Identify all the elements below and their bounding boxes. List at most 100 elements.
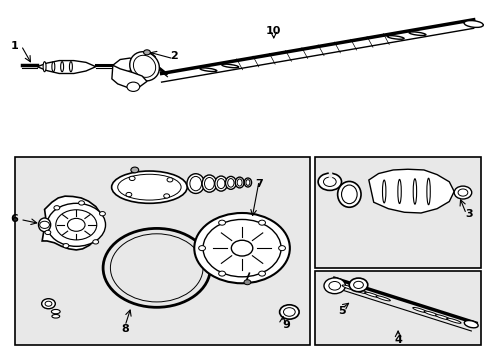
Polygon shape [368,169,453,213]
Ellipse shape [386,36,403,39]
Ellipse shape [222,64,238,68]
Ellipse shape [463,320,477,328]
Polygon shape [112,65,147,87]
Circle shape [131,167,139,173]
Circle shape [127,82,140,91]
Ellipse shape [463,21,482,27]
Bar [315,271,480,345]
Ellipse shape [227,179,234,187]
Circle shape [79,201,84,205]
Ellipse shape [217,179,224,189]
Ellipse shape [235,177,244,188]
Ellipse shape [412,307,426,312]
Ellipse shape [202,175,216,192]
Circle shape [453,186,471,199]
Circle shape [93,240,99,244]
Circle shape [126,192,132,197]
Ellipse shape [118,174,181,200]
Ellipse shape [382,180,385,203]
Ellipse shape [69,62,72,72]
Ellipse shape [375,296,389,301]
Circle shape [67,219,85,231]
Text: 7: 7 [255,179,263,189]
Text: 10: 10 [265,26,281,36]
Circle shape [194,213,289,283]
Circle shape [163,194,169,198]
Ellipse shape [225,176,236,189]
Circle shape [283,308,295,316]
Ellipse shape [434,315,449,320]
Ellipse shape [52,62,55,72]
Ellipse shape [129,52,159,81]
Circle shape [45,301,52,306]
Circle shape [318,173,341,190]
Ellipse shape [204,177,214,190]
Text: 5: 5 [338,306,345,316]
Ellipse shape [423,311,438,316]
Ellipse shape [408,32,425,36]
Ellipse shape [186,174,204,193]
Circle shape [47,203,105,246]
Circle shape [40,221,49,228]
Ellipse shape [39,218,51,231]
Ellipse shape [446,318,460,323]
Circle shape [279,305,299,319]
Circle shape [353,281,363,288]
Circle shape [54,206,60,210]
Ellipse shape [189,176,201,191]
Ellipse shape [133,55,155,77]
Ellipse shape [412,179,416,204]
Ellipse shape [61,62,63,72]
Polygon shape [37,60,96,73]
Circle shape [258,220,265,225]
Text: 4: 4 [393,334,401,345]
Text: 2: 2 [169,51,177,61]
Circle shape [45,230,51,235]
Text: 9: 9 [282,320,289,330]
Circle shape [324,278,345,294]
Ellipse shape [337,181,360,207]
Ellipse shape [43,62,46,72]
Ellipse shape [237,179,242,186]
Circle shape [323,177,335,186]
Circle shape [258,271,265,276]
Ellipse shape [341,185,356,204]
Ellipse shape [341,285,356,290]
Bar [15,157,310,345]
Circle shape [56,210,97,240]
Ellipse shape [244,178,251,187]
Ellipse shape [426,178,429,205]
Ellipse shape [397,179,401,203]
Text: 8: 8 [121,324,129,334]
Ellipse shape [353,289,367,294]
Circle shape [100,212,105,216]
Polygon shape [113,58,137,72]
Ellipse shape [214,176,227,191]
Circle shape [129,176,135,180]
Circle shape [328,282,340,290]
Circle shape [198,246,205,251]
Ellipse shape [245,180,249,185]
Circle shape [231,240,252,256]
Circle shape [167,177,173,182]
Circle shape [218,220,225,225]
Circle shape [203,220,281,277]
Polygon shape [42,196,102,250]
Circle shape [143,50,150,55]
Ellipse shape [111,171,187,203]
Bar [315,157,480,268]
Text: 3: 3 [464,209,471,219]
Circle shape [457,189,467,196]
Circle shape [278,246,285,251]
Text: 1: 1 [10,41,18,50]
Ellipse shape [52,315,60,318]
Ellipse shape [200,68,216,72]
Circle shape [218,271,225,276]
Circle shape [63,244,69,248]
Ellipse shape [51,310,60,314]
Ellipse shape [364,292,378,297]
Circle shape [244,280,250,285]
Text: 6: 6 [10,215,18,224]
Circle shape [348,278,367,292]
Circle shape [41,299,55,309]
